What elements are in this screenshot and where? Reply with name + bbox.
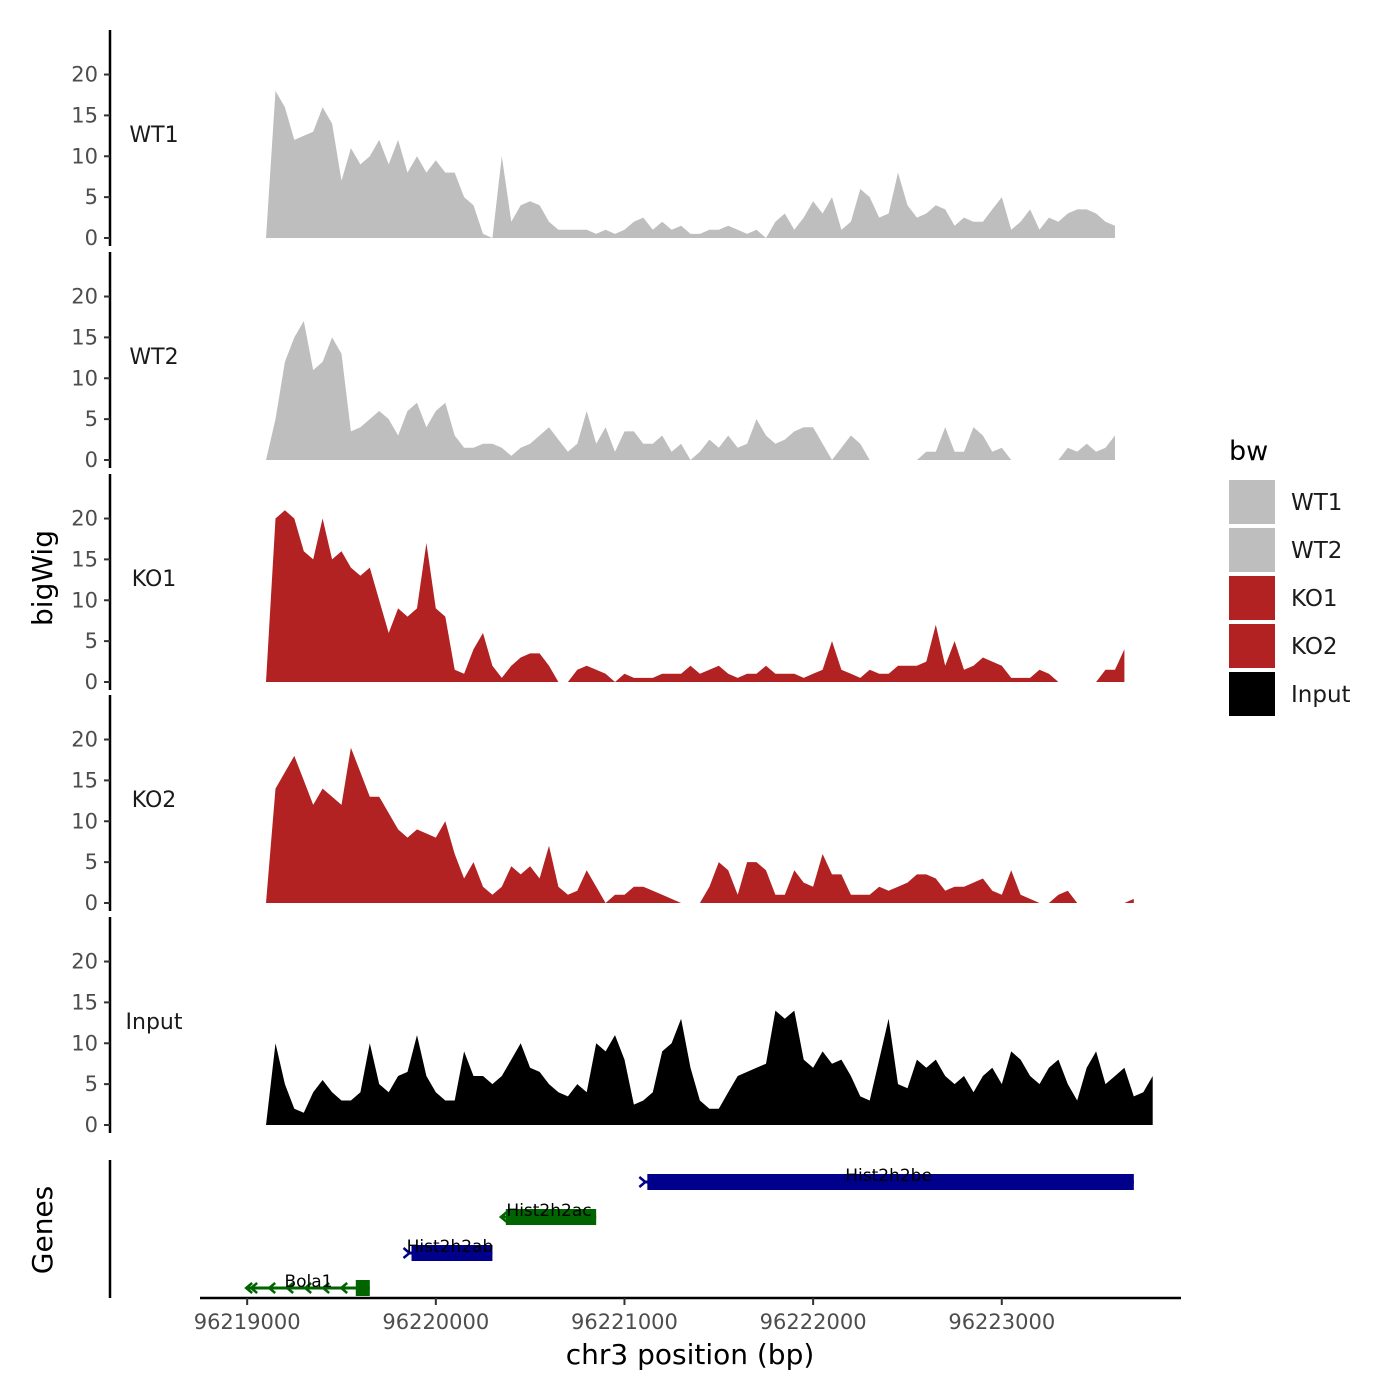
area-input	[247, 1010, 1153, 1125]
gene-exon	[411, 1245, 493, 1261]
strand-arrow	[402, 1247, 412, 1259]
gene-track: Bola1 Hist2h2ab Hist2h2ac Hist2h2be	[108, 1160, 1134, 1298]
y-tick-label: 0	[85, 448, 98, 472]
y-tick-label: 15	[71, 990, 98, 1014]
strand-arrow	[498, 1211, 508, 1223]
area-wt1	[247, 90, 1115, 239]
area-ko1	[247, 510, 1125, 682]
y-tick-label: 0	[85, 891, 98, 915]
y-tick-label: 10	[71, 144, 98, 168]
track-label-input: Input	[126, 1010, 183, 1035]
gene-hist2h2ab: Hist2h2ab	[402, 1237, 494, 1261]
track-label-wt1: WT1	[129, 123, 178, 148]
legend-entry-input: Input	[1229, 672, 1351, 716]
y-tick-label: 20	[71, 285, 98, 309]
track-label-ko2: KO2	[132, 788, 177, 813]
track-wt2: 0 5 10 15 20 WT2	[71, 252, 1115, 472]
legend-entry-wt2: WT2	[1229, 528, 1342, 572]
legend-label: WT1	[1291, 490, 1342, 516]
y-tick-label: 20	[71, 63, 98, 87]
y-tick-label: 20	[71, 728, 98, 752]
y-tick-label: 5	[85, 407, 98, 431]
gene-hist2h2be: Hist2h2be	[638, 1166, 1134, 1190]
gene-label: Bola1	[284, 1272, 332, 1292]
strand-arrow	[638, 1176, 648, 1188]
y-tick-label: 15	[71, 325, 98, 349]
gene-bola1: Bola1	[244, 1272, 370, 1296]
y-tick-label: 15	[71, 103, 98, 127]
legend-label: KO1	[1291, 586, 1338, 612]
gene-label: Hist2h2be	[845, 1166, 932, 1186]
y-tick-label: 0	[85, 670, 98, 694]
legend-swatch	[1229, 528, 1275, 572]
y-tick-label: 10	[71, 1031, 98, 1055]
y-tick-label: 5	[85, 850, 98, 874]
legend-entry-ko1: KO1	[1229, 576, 1338, 620]
y-tick-label: 0	[85, 226, 98, 250]
y-tick-label: 10	[71, 588, 98, 612]
legend-title: bw	[1229, 436, 1268, 467]
genes-axis-title: Genes	[26, 1186, 59, 1274]
strand-arrow	[249, 1282, 258, 1294]
gene-label: Hist2h2ac	[506, 1201, 591, 1221]
legend-label: KO2	[1291, 634, 1338, 660]
area-wt2	[247, 321, 1115, 460]
strand-arrow	[244, 1282, 253, 1294]
gene-exon	[355, 1280, 370, 1296]
legend-swatch	[1229, 576, 1275, 620]
legend-entry-wt1: WT1	[1229, 480, 1342, 524]
x-axis: 96219000 96220000 96221000 96222000 96223000	[194, 1296, 1181, 1334]
track-ko1: 0 5 10 15 20 KO1	[71, 474, 1125, 694]
bigwig-tracks: 0 5 10 15 20 WT1 0 5 10 15 20 WT2 0 5 10 15 20 KO1 0 5 10 15 2…	[71, 30, 1153, 1137]
y-tick-label: 0	[85, 1113, 98, 1137]
strand-arrow	[285, 1282, 294, 1294]
y-tick-label: 5	[85, 185, 98, 209]
y-tick-label: 20	[71, 950, 98, 974]
strand-arrow	[267, 1282, 276, 1294]
y-tick-label: 15	[71, 768, 98, 792]
gene-label: Hist2h2ab	[407, 1237, 494, 1257]
y-tick-label: 10	[71, 809, 98, 833]
track-ko2: 0 5 10 15 20 KO2	[71, 695, 1134, 915]
strand-arrow	[321, 1282, 330, 1294]
legend: bw WT1 WT2 KO1 KO2 Input	[1229, 436, 1351, 716]
x-tick-label: 96221000	[571, 1310, 678, 1334]
x-tick-label: 96223000	[948, 1310, 1055, 1334]
track-input: 0 5 10 15 20 Input	[71, 917, 1153, 1137]
y-tick-label: 5	[85, 629, 98, 653]
legend-swatch	[1229, 480, 1275, 524]
gene-hist2h2ac: Hist2h2ac	[498, 1201, 597, 1225]
gene-exon	[505, 1209, 597, 1225]
strand-arrow	[303, 1282, 312, 1294]
y-tick-label: 15	[71, 547, 98, 571]
legend-swatch	[1229, 672, 1275, 716]
x-tick-label: 96222000	[760, 1310, 867, 1334]
legend-label: Input	[1291, 682, 1351, 708]
y-tick-label: 20	[71, 507, 98, 531]
legend-entry-ko2: KO2	[1229, 624, 1338, 668]
x-tick-label: 96219000	[194, 1310, 301, 1334]
area-ko2	[247, 747, 1134, 903]
y-tick-label: 5	[85, 1072, 98, 1096]
x-axis-title: chr3 position (bp)	[566, 1338, 815, 1371]
track-wt1: 0 5 10 15 20 WT1	[71, 30, 1115, 250]
y-tick-label: 10	[71, 366, 98, 390]
y-axis-title: bigWig	[26, 530, 59, 626]
legend-swatch	[1229, 624, 1275, 668]
track-label-ko1: KO1	[132, 567, 177, 592]
gene-exon	[647, 1174, 1134, 1190]
x-tick-label: 96220000	[382, 1310, 489, 1334]
track-label-wt2: WT2	[129, 345, 178, 370]
strand-arrow	[339, 1282, 348, 1294]
legend-label: WT2	[1291, 538, 1342, 564]
